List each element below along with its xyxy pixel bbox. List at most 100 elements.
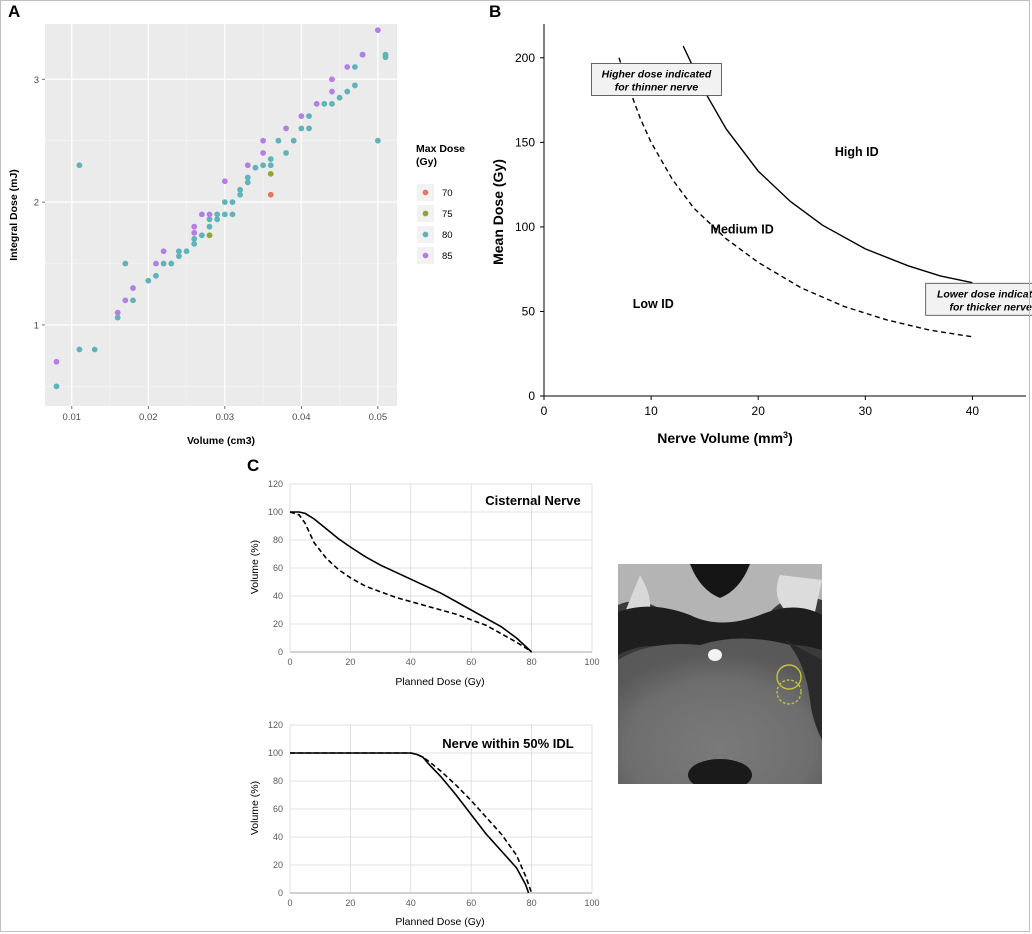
panel-a-point-80	[275, 137, 282, 144]
panel-c-bottom-lines	[290, 752, 533, 894]
panel-a-point-80	[214, 216, 221, 223]
panel-a-point-80	[214, 211, 221, 218]
panel-a-x-tick-label: 0.02	[139, 412, 158, 423]
panel-a-point-75	[206, 232, 213, 239]
panel-c-top-y-axis-title: Volume (%)	[249, 540, 261, 594]
panel-a-point-80	[229, 199, 236, 206]
panel-c-bottom-y-tick-label: 100	[268, 748, 283, 758]
panel-a-point-80	[76, 346, 83, 353]
panel-a-point-80	[267, 156, 274, 163]
panel-a-point-80	[221, 211, 228, 218]
panel-a-point-80	[183, 248, 190, 255]
panel-a-point-80	[91, 346, 98, 353]
panel-c-bottom-y-tick-label: 60	[273, 804, 283, 814]
panel-a-point-80	[329, 100, 335, 107]
panel-c-top-x-tick-label: 80	[527, 657, 537, 667]
panel-a-point-80	[191, 240, 198, 247]
panel-letter-c: C	[247, 456, 259, 475]
panel-a-point-85	[244, 162, 251, 169]
panel-a-ticks: 0.01 0.02 0.03 0.04 0.05 1 2 3	[34, 75, 387, 423]
panel-b-region-label: High ID	[835, 145, 879, 159]
panel-a-legend-label: 75	[442, 209, 453, 220]
panel-a-point-80	[244, 174, 251, 181]
panel-a-point-80	[344, 88, 351, 95]
panel-a-point-85	[359, 51, 366, 58]
panel-a-x-tick-label: 0.04	[292, 412, 311, 423]
panel-a-x-tick-label: 0.05	[369, 412, 388, 423]
panel-c-bottom-y-tick-label: 80	[273, 776, 283, 786]
panel-a-point-85	[298, 113, 305, 120]
panel-c-top-x-axis-title: Planned Dose (Gy)	[395, 676, 484, 688]
panel-c-bottom-chart: 0 20 40 60 80 100 0 20 40 60 80 100 120 Nerve within…	[249, 720, 600, 928]
panel-c-top-x-tick-label: 40	[406, 657, 416, 667]
panel-c-top-x-tick-label: 0	[287, 657, 292, 667]
panel-c-top-x-tick-label: 60	[466, 657, 476, 667]
panel-a-point-85	[53, 358, 60, 365]
panel-a-point-80	[198, 232, 205, 239]
panel-letter-a: A	[8, 2, 20, 21]
panel-c-top-x-tick-label: 20	[345, 657, 355, 667]
panel-a-point-80	[176, 253, 182, 260]
panel-c-top-y-tick-label: 80	[273, 535, 283, 545]
panel-c-bottom-x-tick-label: 80	[527, 898, 537, 908]
panel-a-point-85	[198, 211, 205, 218]
panel-b-annotation-box	[925, 282, 1032, 316]
panel-a-point-80	[237, 191, 244, 198]
panel-b-y-tick-label: 0	[528, 389, 535, 403]
panel-a-point-80	[352, 64, 358, 70]
panel-b-x-tick-label: 40	[966, 404, 980, 418]
panel-c-bottom-y-tick-label: 120	[268, 720, 283, 730]
panel-a-legend-label: 70	[442, 188, 453, 199]
panel-c-top-y-tick-label: 60	[273, 563, 283, 573]
panel-a-x-tick-label: 0.03	[216, 412, 235, 423]
panel-a-legend-key-80	[422, 231, 429, 238]
panel-a-x-tick-label: 0.01	[63, 412, 82, 423]
panel-a-point-85	[260, 137, 266, 144]
panel-a-y-tick-label: 3	[34, 75, 39, 86]
panel-b-y-axis-title: Mean Dose (Gy)	[490, 159, 506, 265]
panel-a-points	[53, 27, 389, 390]
panel-c-bottom-y-tick-label: 40	[273, 832, 283, 842]
panel-a-point-85	[329, 76, 335, 83]
panel-a-point-85	[191, 229, 198, 236]
panel-c-bottom-x-tick-label: 0	[287, 898, 292, 908]
panel-a-x-axis-title: Volume (cm3)	[187, 435, 255, 447]
panel-b-y-tick-label: 100	[515, 220, 535, 234]
panel-a-legend-label: 85	[442, 251, 453, 262]
panel-a-point-85	[221, 178, 228, 185]
panel-c-top-y-tick-label: 40	[273, 591, 283, 601]
panel-a-point-80	[229, 211, 236, 218]
panel-a-point-80	[221, 199, 228, 206]
panel-c-top-y-tick-label: 0	[278, 647, 283, 657]
panel-c-top-title: Cisternal Nerve	[485, 493, 580, 508]
panel-b-annotation-text: for thicker nerve	[950, 301, 1032, 313]
panel-a-point-85	[206, 211, 213, 218]
panel-a-point-85	[283, 125, 289, 132]
panel-b-lines	[618, 45, 973, 338]
panel-b-annotation-box	[591, 63, 722, 96]
panel-a-point-85	[122, 297, 129, 304]
panel-a-point-80	[260, 162, 266, 169]
panel-a-point-80	[145, 277, 152, 284]
panel-a-point-80	[290, 137, 297, 144]
panel-a-point-80	[306, 113, 312, 120]
panel-a-point-80	[122, 260, 129, 267]
panel-b-x-tick-label: 10	[644, 404, 658, 418]
panel-a-point-80	[130, 297, 136, 304]
panel-a-point-80	[176, 248, 182, 255]
panel-a-legend-key-75	[422, 210, 429, 217]
panel-a-point-85	[374, 27, 381, 34]
panel-a-point-80	[206, 223, 213, 230]
panel-a-point-80	[244, 179, 251, 186]
panel-a-point-80	[206, 216, 213, 223]
panel-a-plot-background	[45, 24, 397, 406]
panel-b-x-tick-label: 30	[859, 404, 873, 418]
panel-a-point-80	[153, 272, 159, 279]
panel-c-top-dashed-curve	[289, 511, 533, 653]
panel-a-legend: Max Dose (Gy) 70 75 80 85	[416, 143, 465, 264]
panel-c-bottom-y-tick-label: 20	[273, 860, 283, 870]
panel-a-point-80	[53, 383, 60, 390]
panel-b-dashed-curve	[618, 57, 973, 338]
panel-c-top-x-tick-label: 100	[584, 657, 599, 667]
panel-c-bottom-x-tick-label: 40	[406, 898, 416, 908]
